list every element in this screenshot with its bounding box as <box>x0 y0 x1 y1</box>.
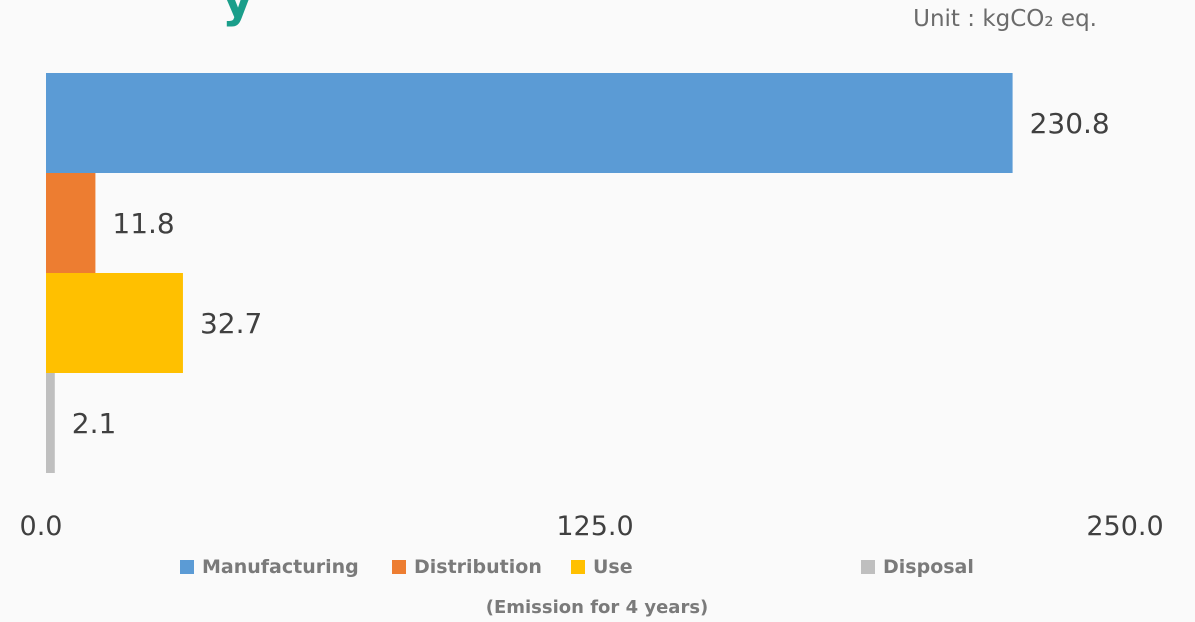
legend-label: Distribution <box>414 556 542 578</box>
legend-label: Use <box>593 556 633 578</box>
x-tick-label: 0.0 <box>20 511 63 542</box>
footnote: (Emission for 4 years) <box>486 597 709 618</box>
legend-item-manufacturing: Manufacturing <box>180 556 359 578</box>
bar-manufacturing <box>46 73 1013 173</box>
legend-swatch <box>392 560 406 574</box>
data-label-disposal: 2.1 <box>72 407 117 440</box>
bar-distribution <box>46 173 95 273</box>
x-tick-label: 125.0 <box>556 511 633 542</box>
data-label-use: 32.7 <box>200 307 262 340</box>
legend-label: Manufacturing <box>202 556 359 578</box>
legend-item-use: Use <box>571 556 633 578</box>
legend-swatch <box>861 560 875 574</box>
legend-item-distribution: Distribution <box>392 556 542 578</box>
legend-item-disposal: Disposal <box>861 556 974 578</box>
bar-chart: 230.8 11.8 32.7 2.1 0.0 125.0 250.0 <box>0 0 1195 550</box>
legend: Manufacturing Distribution Use Disposal <box>0 556 1195 580</box>
legend-swatch <box>180 560 194 574</box>
data-label-distribution: 11.8 <box>112 207 174 240</box>
legend-label: Disposal <box>883 556 974 578</box>
data-label-manufacturing: 230.8 <box>1030 107 1110 140</box>
legend-swatch <box>571 560 585 574</box>
bar-use <box>46 273 183 373</box>
x-tick-label: 250.0 <box>1086 511 1163 542</box>
bar-disposal <box>46 373 55 473</box>
